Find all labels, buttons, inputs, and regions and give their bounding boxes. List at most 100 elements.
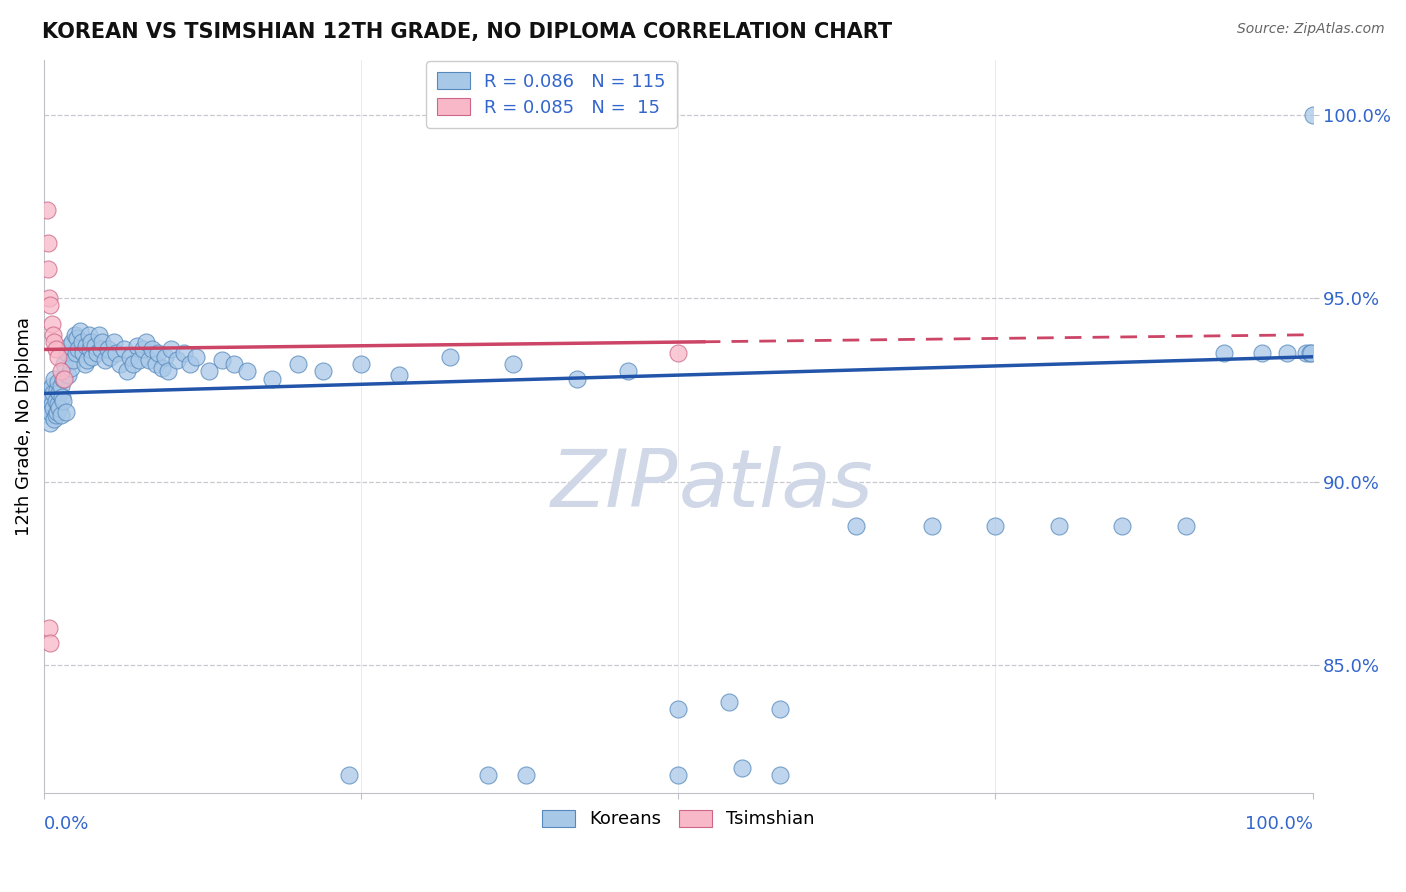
Point <box>96 343 118 357</box>
Point <box>157 364 180 378</box>
Point <box>44 372 66 386</box>
Point <box>66 331 89 345</box>
Point <box>515 768 537 782</box>
Point <box>236 364 259 378</box>
Point <box>91 335 114 350</box>
Point <box>35 393 58 408</box>
Point <box>39 416 62 430</box>
Point <box>46 397 69 411</box>
Point <box>115 364 138 378</box>
Point <box>44 412 66 426</box>
Point <box>44 335 66 350</box>
Point <box>160 343 183 357</box>
Point <box>105 346 128 360</box>
Text: KOREAN VS TSIMSHIAN 12TH GRADE, NO DIPLOMA CORRELATION CHART: KOREAN VS TSIMSHIAN 12TH GRADE, NO DIPLO… <box>42 22 893 42</box>
Point <box>439 350 461 364</box>
Point <box>39 636 62 650</box>
Point <box>56 346 79 360</box>
Text: ZIP: ZIP <box>551 446 678 524</box>
Point <box>45 383 67 397</box>
Text: atlas: atlas <box>678 446 873 524</box>
Point <box>38 383 60 397</box>
Point <box>666 702 689 716</box>
Point <box>69 324 91 338</box>
Point <box>52 393 75 408</box>
Point <box>769 768 792 782</box>
Point <box>44 409 66 423</box>
Point <box>76 353 98 368</box>
Point <box>262 372 284 386</box>
Point <box>65 346 87 360</box>
Point <box>49 364 72 378</box>
Point <box>39 298 62 312</box>
Point <box>477 768 499 782</box>
Point <box>112 343 135 357</box>
Point <box>122 357 145 371</box>
Point <box>75 339 97 353</box>
Point <box>198 364 221 378</box>
Point <box>48 401 70 416</box>
Point <box>769 702 792 716</box>
Point <box>41 397 63 411</box>
Point <box>502 357 524 371</box>
Point <box>42 386 65 401</box>
Point <box>148 346 170 360</box>
Point <box>666 768 689 782</box>
Point <box>51 390 73 404</box>
Point <box>211 353 233 368</box>
Point <box>565 372 588 386</box>
Point <box>179 357 201 371</box>
Point <box>1174 518 1197 533</box>
Point <box>666 346 689 360</box>
Point <box>984 518 1007 533</box>
Point <box>49 379 72 393</box>
Point <box>150 360 173 375</box>
Point <box>41 317 63 331</box>
Point <box>1295 346 1317 360</box>
Point <box>44 393 66 408</box>
Point <box>37 261 59 276</box>
Point <box>90 343 112 357</box>
Point <box>60 335 83 350</box>
Point <box>337 768 360 782</box>
Point <box>1302 108 1324 122</box>
Point <box>138 353 160 368</box>
Point <box>120 350 142 364</box>
Point <box>731 761 754 775</box>
Point <box>37 235 59 250</box>
Point <box>94 353 117 368</box>
Point <box>46 350 69 364</box>
Point <box>37 386 59 401</box>
Point <box>616 364 638 378</box>
Point <box>35 202 58 217</box>
Point <box>921 518 943 533</box>
Point <box>53 372 76 386</box>
Point <box>128 353 150 368</box>
Point <box>1277 346 1299 360</box>
Point <box>388 368 411 383</box>
Point <box>1047 518 1070 533</box>
Point <box>173 346 195 360</box>
Legend: Koreans, Tsimshian: Koreans, Tsimshian <box>534 803 821 836</box>
Point <box>110 357 132 371</box>
Point <box>186 350 208 364</box>
Point <box>77 327 100 342</box>
Point <box>79 343 101 357</box>
Point <box>62 353 84 368</box>
Point <box>350 357 373 371</box>
Text: 0.0%: 0.0% <box>44 815 90 833</box>
Point <box>145 357 167 371</box>
Point <box>59 360 82 375</box>
Point <box>42 327 65 342</box>
Point <box>224 357 246 371</box>
Point <box>39 390 62 404</box>
Point <box>55 405 77 419</box>
Point <box>132 343 155 357</box>
Point <box>153 350 176 364</box>
Point <box>37 401 59 416</box>
Point <box>52 372 75 386</box>
Point <box>1111 518 1133 533</box>
Point <box>135 335 157 350</box>
Point <box>1212 346 1234 360</box>
Point <box>53 357 76 371</box>
